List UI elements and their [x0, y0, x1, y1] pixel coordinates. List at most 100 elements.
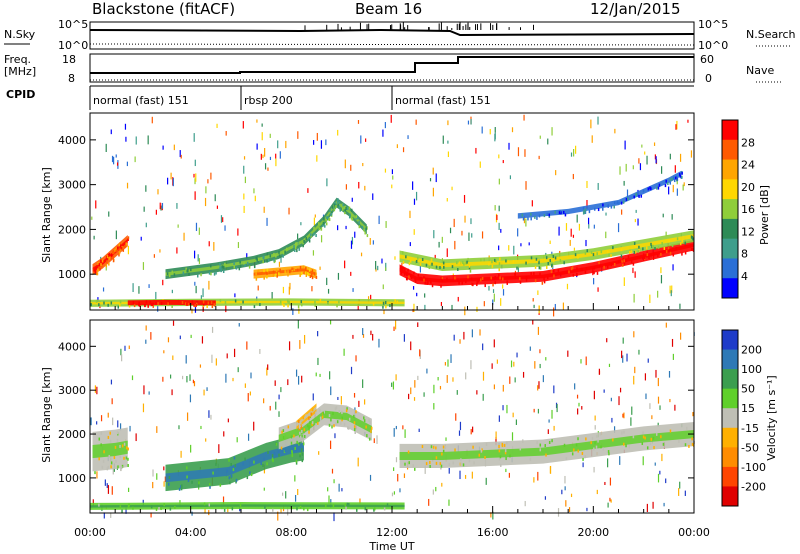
echo-cell — [457, 267, 459, 271]
echo-cell — [310, 273, 313, 277]
scatter-speck — [143, 206, 145, 212]
scatter-speck — [362, 328, 364, 336]
echo-cell — [208, 483, 211, 487]
scatter-speck — [358, 181, 360, 189]
scatter-speck — [280, 387, 282, 393]
echo-cell — [530, 217, 532, 221]
scatter-speck — [514, 377, 516, 383]
echo-cell — [404, 462, 406, 466]
scatter-speck — [671, 285, 673, 293]
echo-cell — [301, 452, 304, 456]
echo-cell — [509, 454, 511, 458]
echo-cell — [315, 272, 317, 276]
scatter-speck — [578, 223, 581, 231]
scatter-speck — [407, 135, 409, 139]
echo-cell — [325, 504, 327, 508]
echo-cell — [334, 203, 336, 207]
scatter-speck — [145, 185, 147, 192]
scatter-speck — [467, 120, 470, 125]
echo-cell — [612, 438, 614, 442]
scatter-speck — [522, 371, 525, 378]
scatter-speck — [566, 283, 569, 290]
echo-cell — [459, 261, 461, 265]
echo-cell — [105, 255, 108, 259]
echo-cell — [120, 468, 122, 472]
scatter-speck — [278, 261, 281, 267]
echo-cell — [314, 300, 316, 304]
scatter-speck — [432, 167, 434, 175]
scatter-speck — [565, 500, 567, 507]
scatter-speck — [549, 240, 551, 245]
scatter-speck — [463, 194, 466, 203]
scatter-speck — [568, 507, 571, 512]
echo-cell — [319, 408, 321, 412]
scatter-speck — [605, 231, 607, 239]
echo-cell — [348, 502, 350, 506]
echo-cell — [622, 263, 624, 267]
echo-cell — [272, 459, 274, 463]
scatter-speck — [233, 348, 236, 358]
scatter-speck — [145, 339, 147, 344]
echo-cell — [684, 243, 687, 247]
echo-cell — [103, 450, 105, 454]
echo-cell — [571, 266, 574, 270]
echo-cell — [370, 429, 372, 433]
scatter-speck — [288, 286, 290, 295]
scatter-speck — [121, 354, 123, 362]
colorbar-swatch — [722, 408, 738, 429]
scatter-speck — [414, 380, 416, 388]
scatter-speck — [631, 406, 633, 415]
echo-cell — [629, 250, 631, 254]
scatter-speck — [447, 151, 450, 158]
scatter-speck — [586, 180, 588, 189]
echo-cell — [100, 443, 102, 447]
echo-cell — [465, 280, 467, 284]
scatter-speck — [524, 500, 526, 507]
echo-cell — [484, 284, 486, 288]
echo-cell — [423, 276, 426, 280]
echo-cell — [467, 275, 469, 279]
scatter-speck — [639, 163, 642, 171]
echo-cell — [402, 266, 404, 270]
scatter-speck — [502, 284, 504, 289]
echo-cell — [354, 430, 356, 434]
echo-cell — [691, 247, 693, 251]
station-title: Blackstone (fitACF) — [92, 0, 235, 18]
echo-cell — [110, 253, 113, 257]
echo-cell — [279, 300, 282, 304]
colorbar-swatch — [722, 278, 738, 299]
scatter-speck — [394, 320, 397, 330]
echo-cell — [332, 504, 335, 508]
scatter-speck — [396, 144, 398, 149]
cpid-strip: CPID normal (fast) 151 rbsp 200 normal (fa… — [6, 85, 694, 110]
echo-cell — [421, 445, 424, 449]
echo-cell — [121, 509, 123, 513]
echo-cell — [239, 503, 242, 507]
echo-cell — [538, 261, 540, 265]
scatter-speck — [632, 267, 634, 274]
scatter-speck — [160, 205, 162, 211]
echo-cell — [462, 463, 465, 467]
scatter-speck — [479, 329, 481, 336]
scatter-speck — [173, 144, 175, 151]
scatter-speck — [512, 412, 514, 418]
scatter-speck — [350, 366, 353, 375]
echo-cell — [107, 303, 109, 307]
scatter-speck — [570, 152, 573, 157]
echo-cell — [414, 467, 416, 471]
scatter-speck — [458, 430, 461, 436]
scatter-speck — [633, 375, 635, 385]
echo-cell — [538, 266, 541, 270]
scatter-speck — [468, 232, 470, 241]
echo-cell — [527, 217, 529, 221]
echo-cell — [190, 268, 192, 272]
echo-cell — [266, 259, 268, 263]
echo-cell — [435, 265, 438, 269]
echo-cell — [219, 266, 221, 270]
colorbar-tick-label: -50 — [741, 441, 759, 454]
scatter-speck — [684, 490, 686, 496]
scatter-speck — [573, 247, 576, 251]
echo-cell — [150, 505, 153, 509]
echo-cell — [435, 446, 437, 450]
echo-cell — [349, 213, 351, 217]
